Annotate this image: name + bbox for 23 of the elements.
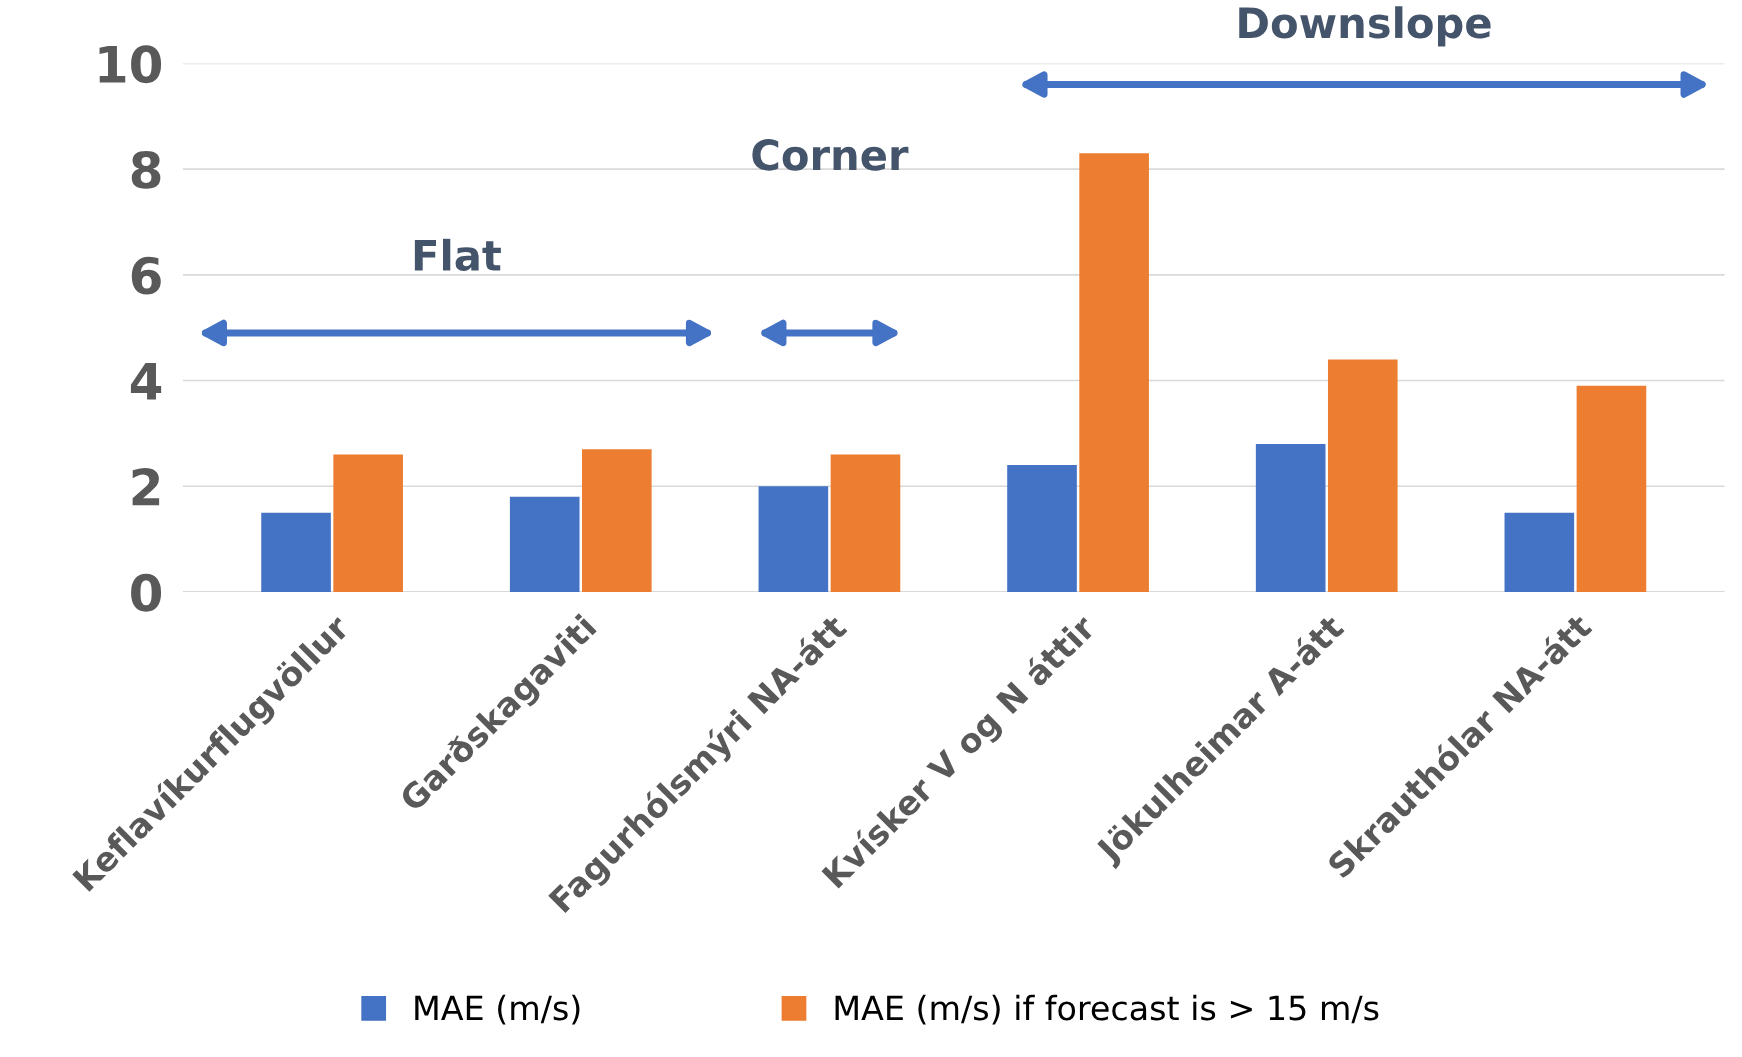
bar [1079, 153, 1149, 592]
bar [1576, 385, 1647, 592]
y-tick-label: 0 [131, 573, 162, 612]
legend-label: MAE (m/s) if forecast is > 15 m/s [835, 994, 1379, 1025]
bar [333, 454, 403, 592]
bar [830, 454, 901, 592]
bar [582, 449, 652, 592]
text: Downslope [1239, 6, 1491, 47]
bar [758, 486, 829, 592]
bar [509, 496, 580, 592]
bar [1255, 443, 1326, 592]
bar [1007, 465, 1077, 592]
bar [261, 512, 331, 592]
annotation: Flat [414, 238, 501, 272]
y-tick-label: 4 [130, 363, 162, 400]
bar [1327, 359, 1398, 592]
y-tick-label: 6 [131, 256, 161, 295]
annotation: Corner [752, 139, 909, 171]
bar [1504, 512, 1575, 592]
legend-label: MAE (m/s) [415, 994, 580, 1025]
y-tick-label: 8 [131, 151, 161, 189]
y-tick-label: 10 [99, 45, 162, 84]
y-tick-label: 2 [132, 468, 160, 506]
